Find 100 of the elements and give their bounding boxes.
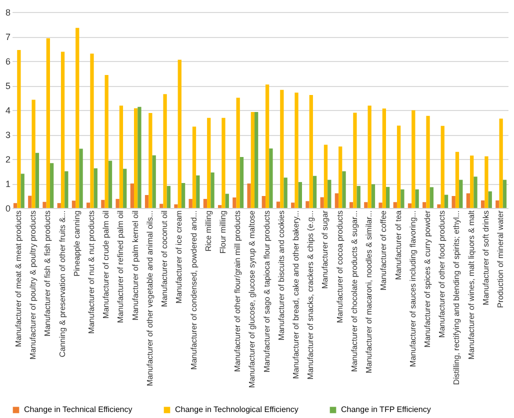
bar — [94, 168, 98, 208]
bar — [312, 176, 317, 208]
bar — [76, 28, 80, 208]
bar — [415, 189, 419, 208]
bar — [368, 106, 372, 208]
x-tick-label: Distilling, rectifying and blending of spirits; ethyl... — [452, 210, 462, 385]
bar — [444, 194, 448, 208]
x-tick-label: Manufacturer of coffee — [379, 210, 388, 290]
y-tick-label: 7 — [5, 32, 10, 42]
bar — [152, 155, 156, 208]
bar — [250, 112, 255, 208]
bar — [64, 171, 68, 208]
bar — [236, 98, 240, 208]
bar — [225, 194, 229, 208]
bar — [291, 202, 295, 208]
bar — [123, 168, 127, 208]
bar — [342, 171, 346, 208]
bar — [437, 204, 441, 208]
bar — [232, 197, 236, 208]
legend-label: Change in Technological Efficiency — [175, 405, 298, 414]
bar — [499, 118, 503, 208]
bar — [60, 52, 65, 208]
y-tick-label: 2 — [5, 154, 10, 164]
x-tick-label: Manufacturer of other food products — [438, 210, 447, 338]
bar — [144, 195, 149, 208]
bar — [86, 202, 90, 208]
bar — [218, 205, 222, 208]
x-tick-label: Manufacturer of bread, cake and other bakery... — [292, 210, 301, 379]
bar — [426, 116, 430, 208]
bar — [160, 204, 164, 208]
bar — [116, 198, 120, 208]
bar — [298, 182, 302, 208]
bar — [371, 184, 376, 208]
bar — [90, 54, 94, 208]
bar — [334, 193, 339, 208]
bar — [163, 94, 167, 208]
bar — [178, 60, 182, 208]
y-tick-label: 5 — [5, 81, 10, 91]
bar — [207, 118, 211, 208]
bar — [188, 198, 192, 208]
bar — [174, 204, 178, 208]
bar — [430, 187, 434, 208]
bar — [134, 108, 138, 208]
x-tick-label: Manufacturer of fish & fish products — [43, 210, 52, 336]
bar — [262, 196, 266, 208]
x-tick-label: Manufacturer of glucose, glucose syrup & maltose — [248, 210, 257, 388]
bar — [328, 180, 332, 208]
x-tick-label: Pineapple canning — [72, 210, 82, 276]
bar — [247, 184, 251, 208]
bar — [306, 201, 310, 208]
bar — [466, 193, 470, 208]
bar — [364, 202, 368, 208]
bar — [210, 172, 214, 208]
x-tick-label: Manufacturer of sago & tapioca flour products — [262, 210, 272, 372]
bar — [470, 156, 474, 208]
bar — [265, 84, 270, 208]
bar — [222, 118, 226, 208]
x-tick-label: Manufacturer of ice cream — [174, 210, 184, 304]
bar — [324, 144, 328, 208]
y-tick-label: 1 — [5, 179, 10, 189]
bar — [396, 126, 401, 208]
y-tick-label: 8 — [5, 8, 10, 18]
bar — [28, 196, 32, 208]
bar — [455, 152, 460, 208]
bar — [284, 178, 288, 208]
bar — [440, 126, 444, 208]
bar — [393, 202, 397, 208]
bar — [57, 203, 61, 208]
x-tick-label: Manufacturer of condensed, powdered and... — [189, 210, 198, 370]
bar — [496, 200, 500, 208]
bar — [130, 184, 134, 208]
bar — [166, 186, 171, 208]
bar — [72, 200, 76, 208]
y-tick-label: 3 — [5, 130, 10, 140]
x-tick-label: Manufacturer of spices & curry powder — [423, 210, 432, 348]
x-tick-label: Manufacturer of coconut oil — [160, 210, 170, 307]
bar — [79, 148, 83, 208]
bar — [240, 157, 244, 208]
bar — [119, 106, 124, 208]
x-tick-label: Manufacturer of poultry & poultry products — [28, 210, 38, 360]
bar — [474, 176, 478, 208]
bar — [408, 203, 412, 208]
x-tick-label: Manufacturer of soft drinks — [481, 210, 490, 306]
bar — [269, 148, 273, 208]
x-tick-label: Manufacturer of sugar — [320, 210, 330, 289]
bar — [320, 197, 324, 208]
x-tick-label: Manufacturer of macaroni, noodles & similar... — [364, 210, 374, 374]
bar — [35, 152, 40, 208]
y-tick-label: 0 — [5, 204, 10, 214]
bar — [400, 189, 404, 208]
x-tick-label: Manufacturer of wines, malt liquors & malt — [466, 210, 476, 360]
x-tick-label: Manufacturer of crude palm oil — [102, 210, 111, 319]
x-tick-label: Manufacturer of refined palm oil — [116, 210, 126, 323]
bar — [101, 200, 105, 208]
y-tick-label: 4 — [5, 106, 10, 116]
bar — [276, 202, 280, 208]
legend-label: Change in Technical Efficiency — [24, 405, 132, 414]
bar — [108, 160, 112, 208]
bar — [386, 186, 390, 208]
x-tick-label: Manufacturer of snacks, crackers & chips (e.g... — [306, 210, 316, 380]
